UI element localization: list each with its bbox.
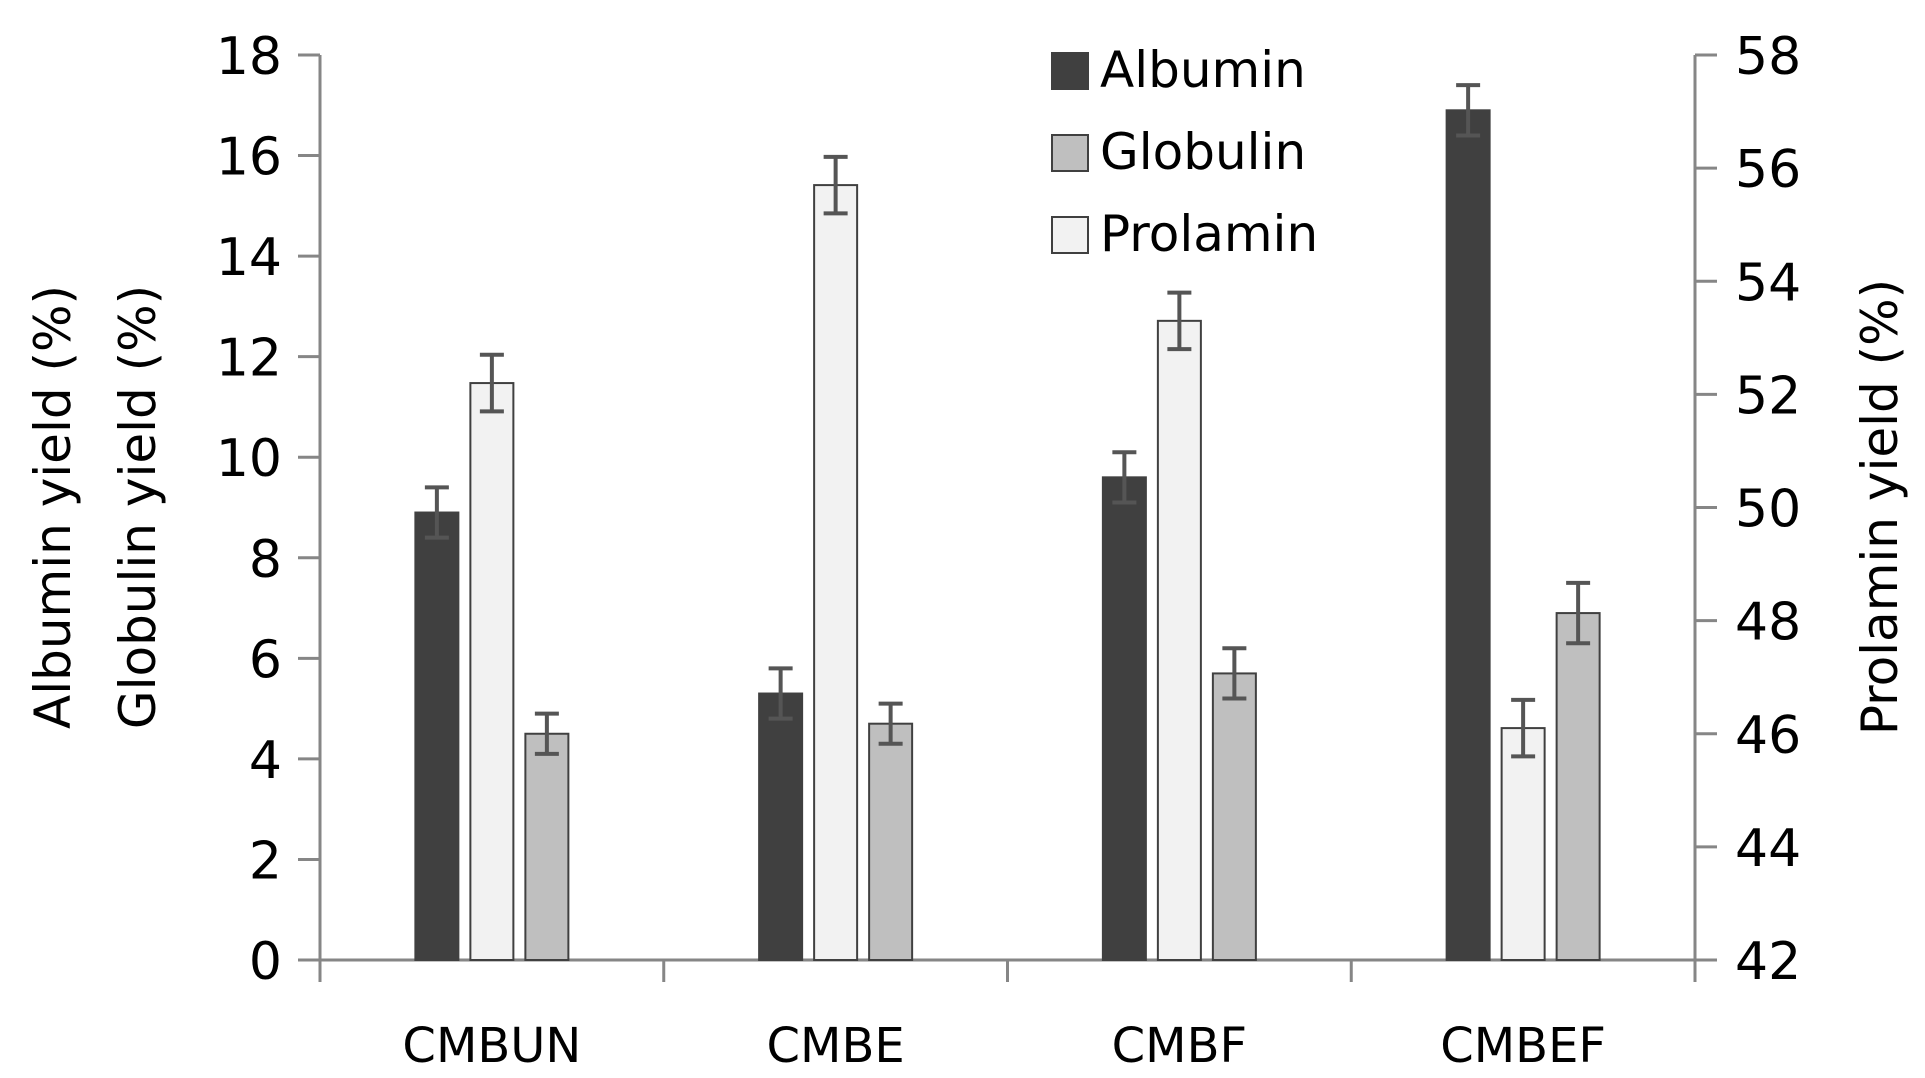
bar-globulin [524, 732, 570, 961]
y-axis-left: 0 2 4 6 8 10 12 14 16 18 [216, 27, 322, 992]
bar-globulin [1211, 672, 1257, 962]
legend: Albumin Globulin Prolamin [1051, 41, 1318, 263]
bar-prolamin [813, 184, 859, 961]
x-axis: CMBUN CMBE CMBF CMBEF [318, 958, 1697, 1074]
y-tick-label-left: 16 [216, 128, 282, 188]
y-tick-label-left: 2 [249, 831, 282, 891]
bar-albumin [758, 692, 804, 961]
y-tick-label-left: 8 [249, 530, 282, 590]
bar-prolamin [1500, 727, 1546, 961]
y-tick-label-right: 44 [1735, 819, 1801, 879]
y-axis-right: 42 44 46 48 50 52 54 56 58 [1693, 27, 1801, 992]
y-tick-label-left: 12 [216, 329, 282, 389]
legend-swatch-globulin [1051, 134, 1089, 172]
legend-swatch-prolamin [1051, 216, 1089, 254]
x-tick-label: CMBE [767, 1018, 905, 1074]
x-tick-label: CMBEF [1440, 1018, 1606, 1074]
y-tick-label-right: 48 [1735, 593, 1801, 653]
y-tick-label-right: 58 [1735, 27, 1801, 87]
bar-albumin [1101, 476, 1147, 961]
y-tick-label-right: 42 [1735, 932, 1801, 992]
y-axis-label-albumin: Albumin yield (%) [24, 285, 82, 729]
y-tick-label-left: 0 [249, 932, 282, 992]
bar-prolamin [1156, 319, 1202, 961]
bar-globulin [868, 722, 914, 962]
bars [414, 109, 1601, 962]
y-tick-label-right: 54 [1735, 253, 1801, 313]
y-tick-label-right: 50 [1735, 480, 1801, 540]
bar-prolamin [469, 382, 515, 961]
y-axis-label-globulin: Globulin yield (%) [109, 285, 167, 729]
error-bars [424, 83, 1591, 759]
legend-label-albumin: Albumin [1100, 41, 1306, 99]
y-tick-label-left: 10 [216, 429, 282, 489]
y-tick-label-left: 6 [249, 630, 282, 690]
y-tick-label-right: 56 [1735, 140, 1801, 200]
bar-albumin [1445, 109, 1491, 962]
legend-label-prolamin: Prolamin [1100, 205, 1318, 263]
y-tick-label-left: 14 [216, 228, 282, 288]
bar-globulin [1555, 612, 1601, 961]
y-tick-label-left: 18 [216, 27, 282, 87]
y-tick-label-right: 52 [1735, 366, 1801, 426]
legend-label-globulin: Globulin [1100, 123, 1306, 181]
x-tick-label: CMBF [1112, 1018, 1247, 1074]
legend-swatch-albumin [1051, 52, 1089, 90]
bar-albumin [414, 511, 460, 961]
y-tick-label-right: 46 [1735, 706, 1801, 766]
y2-axis-label-prolamin: Prolamin yield (%) [1851, 279, 1909, 735]
x-tick-label: CMBUN [402, 1018, 581, 1074]
y-tick-label-left: 4 [249, 731, 282, 791]
